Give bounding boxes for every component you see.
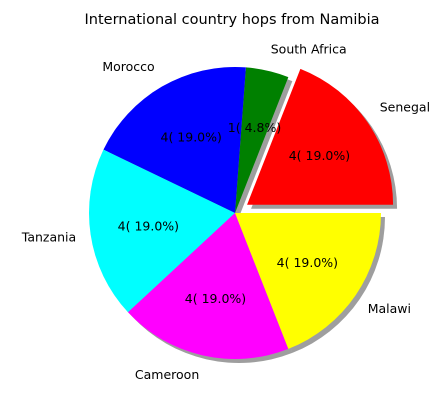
slice-percent-south-africa: 1( 4.8%) (228, 120, 281, 135)
slice-percent-cameroon: 4( 19.0%) (185, 291, 246, 306)
pie-slices (89, 67, 394, 359)
slice-malawi (235, 213, 381, 349)
slice-label-morocco: Morocco (102, 59, 154, 74)
slice-label-tanzania: Tanzania (21, 229, 76, 244)
slice-south-africa (235, 67, 289, 213)
slice-percent-malawi: 4( 19.0%) (277, 255, 338, 270)
slice-percent-morocco: 4( 19.0%) (161, 130, 222, 145)
slice-senegal (247, 68, 394, 205)
slice-percent-labels: 4( 19.0%) 1( 4.8%) 4( 19.0%) 4( 19.0%) 4( 19… (118, 120, 350, 306)
slice-label-senegal: Senegal (380, 99, 430, 114)
slice-labels: Senegal South Africa Morocco Tanzania Camero… (21, 41, 430, 382)
slice-tanzania (89, 149, 235, 313)
slice-morocco (103, 67, 246, 213)
slice-label-cameroon: Cameroon (135, 367, 199, 382)
slice-label-south-africa: South Africa (271, 41, 347, 56)
slice-cameroon (127, 213, 289, 359)
slice-label-malawi: Malawi (368, 301, 411, 316)
slice-percent-senegal: 4( 19.0%) (289, 148, 350, 163)
slice-percent-tanzania: 4( 19.0%) (118, 219, 179, 234)
chart-title: International country hops from Namibia (85, 12, 380, 28)
